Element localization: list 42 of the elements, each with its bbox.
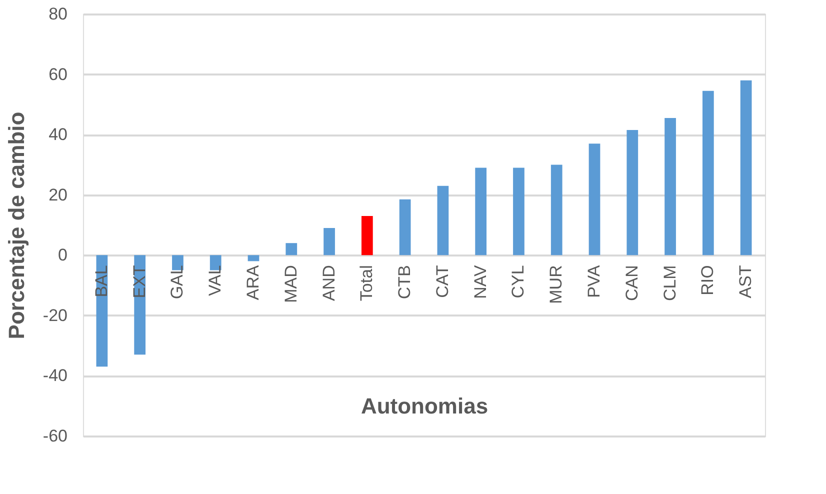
y-tick-label: -40 xyxy=(42,366,68,386)
bar xyxy=(702,90,714,256)
bar xyxy=(475,168,487,256)
x-tick-label: NAV xyxy=(470,264,490,299)
bar xyxy=(286,243,298,256)
x-axis-title: Autonomias xyxy=(360,394,488,418)
x-tick-label: CAT xyxy=(432,265,452,298)
y-tick-label: -60 xyxy=(42,426,68,446)
x-tick-label: CAN xyxy=(622,265,642,302)
x-tick-label: BAL xyxy=(92,265,111,298)
x-tick-label: ARA xyxy=(244,264,262,300)
bar xyxy=(626,130,638,256)
x-tick-label: AST xyxy=(736,265,756,298)
bar xyxy=(437,186,449,256)
y-tick-label: 60 xyxy=(48,64,68,84)
y-axis-title: Porcentaje de cambio xyxy=(4,112,29,340)
bar xyxy=(513,168,524,256)
y-tick-label: 20 xyxy=(48,185,68,204)
x-tick-label: AND xyxy=(319,265,338,302)
bar xyxy=(550,164,562,256)
x-tick-label: MUR xyxy=(546,265,566,304)
x-tick-label: EXT xyxy=(130,265,149,298)
bar xyxy=(740,80,752,256)
y-tick-label: 40 xyxy=(48,125,68,144)
x-tick-label: GAL xyxy=(168,265,187,300)
x-tick-label: PVA xyxy=(584,264,604,298)
y-tick-label: -20 xyxy=(42,306,68,325)
bar xyxy=(361,216,373,256)
y-tick-label: 0 xyxy=(58,246,68,265)
x-tick-label: CLM xyxy=(660,265,680,302)
x-tick-label: CTB xyxy=(395,265,414,300)
bar xyxy=(324,228,335,256)
x-tick-label: VAL xyxy=(206,265,225,296)
bar xyxy=(588,144,600,256)
x-tick-label: CYL xyxy=(508,265,528,298)
bar xyxy=(248,255,260,262)
y-tick-label: 80 xyxy=(48,4,68,24)
bar xyxy=(399,199,411,256)
x-tick-label: Total xyxy=(357,265,376,302)
bar xyxy=(664,118,676,256)
x-tick-label: MAD xyxy=(281,265,300,303)
x-tick-label: RIO xyxy=(698,265,718,296)
